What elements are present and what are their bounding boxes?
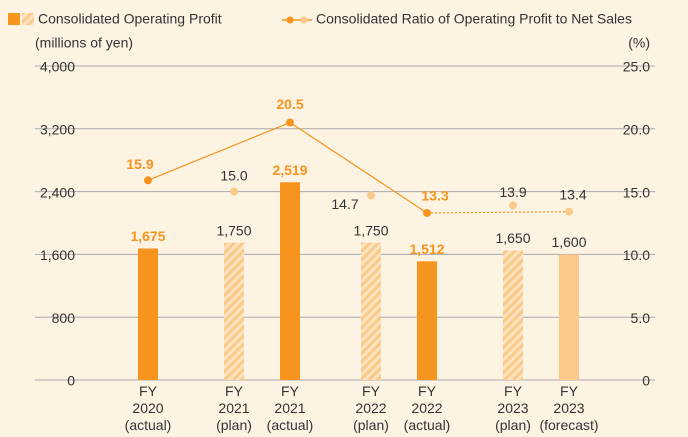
bar (559, 254, 579, 380)
x-tick-line: 2022 (411, 400, 442, 416)
y-tick-label: 1,600 (40, 247, 75, 263)
data-label: 1,675 (130, 228, 165, 244)
x-tick-line: (plan) (353, 417, 389, 433)
x-tick-label: FY 2020 (actual) (125, 383, 172, 433)
bar (138, 248, 158, 380)
x-tick-line: (forecast) (539, 417, 598, 433)
line-point (423, 208, 431, 217)
x-tick-line: FY (418, 383, 437, 399)
x-tick-label: FY 2022 (plan) (353, 383, 389, 433)
x-tick-line: (actual) (404, 417, 451, 433)
line-point (144, 176, 152, 185)
y2-tick-label: 0 (642, 373, 650, 389)
x-tick-line: FY (281, 383, 300, 399)
data-label: 1,512 (409, 241, 444, 257)
y2-tick-label: 25.0 (623, 59, 650, 75)
x-tick-label: FY 2023 (plan) (495, 383, 531, 433)
legend-swatch (22, 13, 34, 25)
x-tick-label: FY 2021 (plan) (216, 383, 252, 433)
legend-label: Consolidated Ratio of Operating Profit t… (316, 11, 632, 27)
y-tick-label: 800 (52, 310, 76, 326)
bar (361, 242, 381, 380)
y2-axis-label: (%) (628, 35, 650, 51)
x-tick-line: (plan) (216, 417, 252, 433)
y-tick-label: 0 (67, 373, 75, 389)
data-label: 1,750 (216, 222, 251, 238)
x-tick-label: FY 2023 (forecast) (539, 383, 598, 433)
x-tick-label: FY 2022 (actual) (404, 383, 451, 433)
x-tick-line: 2020 (132, 400, 163, 416)
y2-tick-label: 5.0 (631, 310, 651, 326)
data-label: 2,519 (272, 162, 307, 178)
x-tick-line: 2022 (355, 400, 386, 416)
data-label: 1,750 (353, 222, 388, 238)
legend-label: Consolidated Operating Profit (38, 11, 222, 27)
data-label: 20.5 (276, 96, 303, 112)
y-axis-label: (millions of yen) (35, 35, 133, 51)
x-tick-line: 2021 (218, 400, 249, 416)
line-segment (147, 121, 291, 181)
x-tick-line: FY (362, 383, 381, 399)
line-point (565, 207, 573, 216)
y2-tick-label: 15.0 (623, 184, 650, 200)
data-label: 13.9 (499, 184, 526, 200)
x-tick-line: 2023 (553, 400, 584, 416)
x-tick-line: 2023 (497, 400, 528, 416)
x-tick-line: (actual) (267, 417, 314, 433)
line-point (509, 201, 517, 210)
data-label: 15.0 (220, 167, 247, 183)
line-point (230, 187, 238, 196)
data-label: 13.4 (559, 186, 586, 202)
x-tick-line: FY (560, 383, 579, 399)
y-tick-label: 4,000 (40, 59, 75, 75)
line-segment (426, 211, 570, 214)
legend-marker (286, 16, 294, 24)
x-tick-line: FY (225, 383, 244, 399)
bar (417, 261, 437, 380)
line-point (286, 118, 294, 127)
data-label: 13.3 (421, 188, 448, 204)
legend-marker (300, 16, 308, 24)
x-tick-line: FY (504, 383, 523, 399)
bar (503, 250, 523, 380)
x-tick-label: FY 2021 (actual) (267, 383, 314, 433)
data-label: 1,650 (495, 230, 530, 246)
x-tick-line: FY (139, 383, 158, 399)
data-label: 14.7 (331, 196, 358, 212)
x-tick-line: (actual) (125, 417, 172, 433)
y2-tick-label: 10.0 (623, 247, 650, 263)
y-tick-label: 2,400 (40, 184, 75, 200)
x-tick-line: 2021 (274, 400, 305, 416)
x-tick-line: (plan) (495, 417, 531, 433)
line-segment (289, 122, 428, 214)
data-label: 1,600 (551, 234, 586, 250)
legend-swatch (8, 13, 20, 25)
y-tick-label: 3,200 (40, 122, 75, 138)
bar (224, 242, 244, 380)
data-label: 15.9 (126, 156, 153, 172)
y2-tick-label: 20.0 (623, 122, 650, 138)
bar (280, 182, 300, 380)
line-point (367, 191, 375, 200)
